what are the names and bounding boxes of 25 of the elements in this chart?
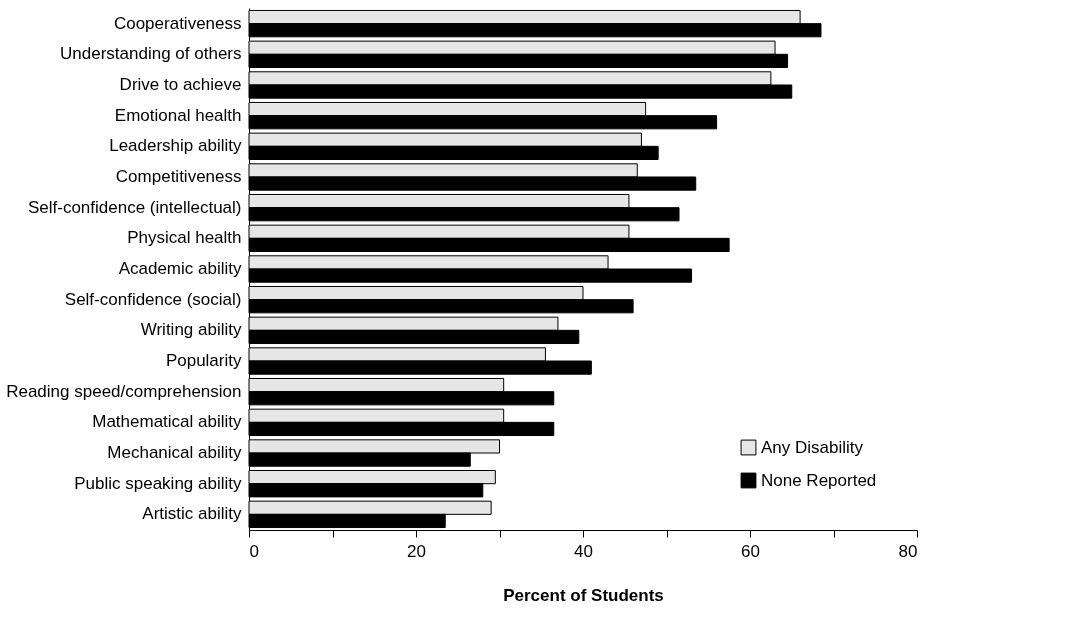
y-tick-label: Leadership ability: [109, 136, 242, 156]
y-tick-label: Self-confidence (intellectual): [27, 197, 242, 217]
y-tick-label: Cooperativeness: [113, 13, 242, 33]
y-tick-label: Emotional health: [114, 105, 242, 125]
y-tick-label: Physical health: [127, 228, 242, 248]
y-tick-label: Mechanical ability: [107, 443, 242, 463]
x-tick-label: 20: [407, 541, 426, 561]
y-tick-label: Writing ability: [140, 320, 242, 340]
y-tick-label: Understanding of others: [60, 44, 242, 64]
y-tick-label: Popularity: [165, 351, 242, 371]
x-axis-title: Percent of Students: [503, 585, 664, 605]
y-tick-label: Academic ability: [118, 259, 242, 278]
x-tick-label: 40: [574, 541, 593, 561]
y-tick-label: Reading speed/comprehension: [6, 381, 242, 401]
y-tick-label: Mathematical ability: [92, 412, 242, 432]
y-tick-label: Competitiveness: [115, 166, 242, 186]
legend-label: Any Disability: [761, 437, 864, 457]
x-tick-label: 80: [898, 541, 918, 561]
y-tick-label: Public speaking ability: [74, 473, 242, 493]
y-tick-label: Artistic ability: [142, 504, 242, 524]
x-tick-label: 60: [741, 541, 760, 561]
y-tick-label: Drive to achieve: [119, 74, 242, 94]
y-tick-label: Self-confidence (social): [64, 289, 242, 309]
x-tick-label: 0: [249, 541, 259, 561]
legend-label: None Reported: [761, 470, 877, 490]
